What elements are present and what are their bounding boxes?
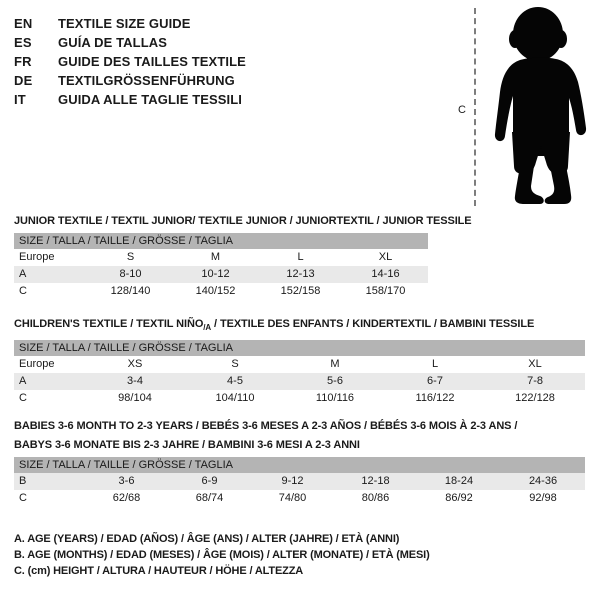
size-band-label-children: SIZE / TALLA / TAILLE / GRÖSSE / TAGLIA: [14, 340, 586, 357]
table-row: A 8-10 10-12 12-13 14-16: [14, 266, 428, 283]
footnote-c: C. (cm) HEIGHT / ALTURA / HAUTEUR / HÖHE…: [14, 565, 304, 577]
row-label: C: [14, 283, 88, 300]
row-label: Europe: [14, 249, 88, 266]
cell: 62/68: [85, 490, 168, 507]
cell: 122/128: [485, 390, 586, 408]
section-title-babies-line2: BABYS 3-6 MONATE BIS 2-3 JAHRE / BAMBINI…: [14, 439, 360, 451]
cell: 98/104: [85, 390, 185, 408]
size-band-label-junior: SIZE / TALLA / TAILLE / GRÖSSE / TAGLIA: [14, 233, 428, 249]
cell: 68/74: [168, 490, 251, 507]
language-title-fr: GUIDE DES TAILLES TEXTILE: [58, 54, 246, 69]
footnote-a: A. AGE (YEARS) / EDAD (AÑOS) / ÂGE (ANS)…: [14, 533, 400, 545]
cell: S: [88, 249, 173, 266]
language-title-it: GUIDA ALLE TAGLIE TESSILI: [58, 92, 243, 107]
section-title-children-prefix: CHILDREN'S TEXTILE / TEXTIL NIÑO: [14, 318, 204, 330]
table-row: Europe XS S M L XL: [14, 356, 586, 374]
row-label: C: [14, 390, 85, 408]
cell: 5-6: [285, 373, 385, 391]
cell: 152/158: [258, 283, 343, 300]
cell: M: [285, 356, 385, 374]
language-code-it: IT: [14, 92, 26, 107]
language-row-en: EN TEXTILE SIZE GUIDE: [14, 14, 434, 33]
table-row: B 3-6 6-9 9-12 12-18 18-24 24-36: [14, 473, 586, 490]
cell: 12-13: [258, 266, 343, 283]
cell: XS: [85, 356, 185, 374]
table-row: SIZE / TALLA / TAILLE / GRÖSSE / TAGLIA: [14, 457, 586, 473]
cell: 7-8: [485, 373, 586, 391]
section-title-children-sub: /A: [203, 323, 212, 333]
cell: L: [385, 356, 485, 374]
footnote-b: B. AGE (MONTHS) / EDAD (MESES) / ÂGE (MO…: [14, 549, 430, 561]
cell: 128/140: [88, 283, 173, 300]
cell: 18-24: [417, 473, 501, 490]
height-measure-label: C: [458, 104, 466, 116]
section-children: CHILDREN'S TEXTILE / TEXTIL NIÑO/A / TEX…: [14, 317, 586, 408]
height-dashed-line: [474, 8, 476, 206]
cell: 12-18: [334, 473, 417, 490]
cell: 80/86: [334, 490, 417, 507]
cell: 104/110: [185, 390, 285, 408]
cell: 3-6: [85, 473, 168, 490]
language-code-es: ES: [14, 35, 32, 50]
toddler-silhouette-icon: [494, 7, 587, 204]
row-label: C: [14, 490, 85, 507]
section-title-babies-line1: BABIES 3-6 MONTH TO 2-3 YEARS / BEBÉS 3-…: [14, 420, 518, 432]
section-junior: JUNIOR TEXTILE / TEXTIL JUNIOR/ TEXTILE …: [14, 214, 472, 300]
language-row-fr: FR GUIDE DES TAILLES TEXTILE: [14, 52, 434, 71]
cell: 10-12: [173, 266, 258, 283]
table-row: SIZE / TALLA / TAILLE / GRÖSSE / TAGLIA: [14, 233, 428, 249]
cell: M: [173, 249, 258, 266]
table-row: C 128/140 140/152 152/158 158/170: [14, 283, 428, 300]
size-band-label-babies: SIZE / TALLA / TAILLE / GRÖSSE / TAGLIA: [14, 457, 586, 473]
cell: 6-9: [168, 473, 251, 490]
row-label: A: [14, 373, 85, 391]
footnotes-block: A. AGE (YEARS) / EDAD (AÑOS) / ÂGE (ANS)…: [14, 531, 494, 579]
cell: 116/122: [385, 390, 485, 408]
language-header-block: EN TEXTILE SIZE GUIDE ES GUÍA DE TALLAS …: [14, 14, 434, 109]
language-code-en: EN: [14, 16, 33, 31]
cell: XL: [343, 249, 428, 266]
row-label: A: [14, 266, 88, 283]
table-row: C 98/104 104/110 110/116 116/122 122/128: [14, 390, 586, 408]
section-title-children-suffix: / TEXTILE DES ENFANTS / KINDERTEXTIL / B…: [211, 318, 535, 330]
row-label: B: [14, 473, 85, 490]
cell: 24-36: [501, 473, 586, 490]
cell: XL: [485, 356, 586, 374]
cell: 14-16: [343, 266, 428, 283]
language-code-fr: FR: [14, 54, 32, 69]
language-title-en: TEXTILE SIZE GUIDE: [58, 16, 191, 31]
section-title-children: CHILDREN'S TEXTILE / TEXTIL NIÑO/A / TEX…: [14, 317, 585, 335]
cell: 3-4: [85, 373, 185, 391]
language-row-de: DE TEXTILGRÖSSENFÜHRUNG: [14, 71, 434, 90]
table-row: SIZE / TALLA / TAILLE / GRÖSSE / TAGLIA: [14, 340, 586, 357]
cell: 140/152: [173, 283, 258, 300]
language-row-it: IT GUIDA ALLE TAGLIE TESSILI: [14, 90, 434, 109]
language-title-de: TEXTILGRÖSSENFÜHRUNG: [58, 73, 235, 88]
height-illustration: C: [440, 0, 600, 215]
row-label: Europe: [14, 356, 85, 374]
cell: 110/116: [285, 390, 385, 408]
cell: 86/92: [417, 490, 501, 507]
table-junior: SIZE / TALLA / TAILLE / GRÖSSE / TAGLIA …: [14, 233, 428, 300]
cell: 92/98: [501, 490, 586, 507]
language-code-de: DE: [14, 73, 33, 88]
section-babies: BABIES 3-6 MONTH TO 2-3 YEARS / BEBÉS 3-…: [14, 419, 586, 507]
cell: 4-5: [185, 373, 285, 391]
cell: 158/170: [343, 283, 428, 300]
cell: 8-10: [88, 266, 173, 283]
section-title-junior: JUNIOR TEXTILE / TEXTIL JUNIOR/ TEXTILE …: [14, 215, 472, 227]
cell: 9-12: [251, 473, 334, 490]
cell: 6-7: [385, 373, 485, 391]
cell: L: [258, 249, 343, 266]
cell: 74/80: [251, 490, 334, 507]
table-children: SIZE / TALLA / TAILLE / GRÖSSE / TAGLIA …: [14, 340, 586, 408]
table-babies: SIZE / TALLA / TAILLE / GRÖSSE / TAGLIA …: [14, 457, 586, 507]
table-row: A 3-4 4-5 5-6 6-7 7-8: [14, 373, 586, 391]
language-title-es: GUÍA DE TALLAS: [58, 35, 168, 50]
table-row: Europe S M L XL: [14, 249, 428, 266]
cell: S: [185, 356, 285, 374]
language-row-es: ES GUÍA DE TALLAS: [14, 33, 434, 52]
table-row: C 62/68 68/74 74/80 80/86 86/92 92/98: [14, 490, 586, 507]
